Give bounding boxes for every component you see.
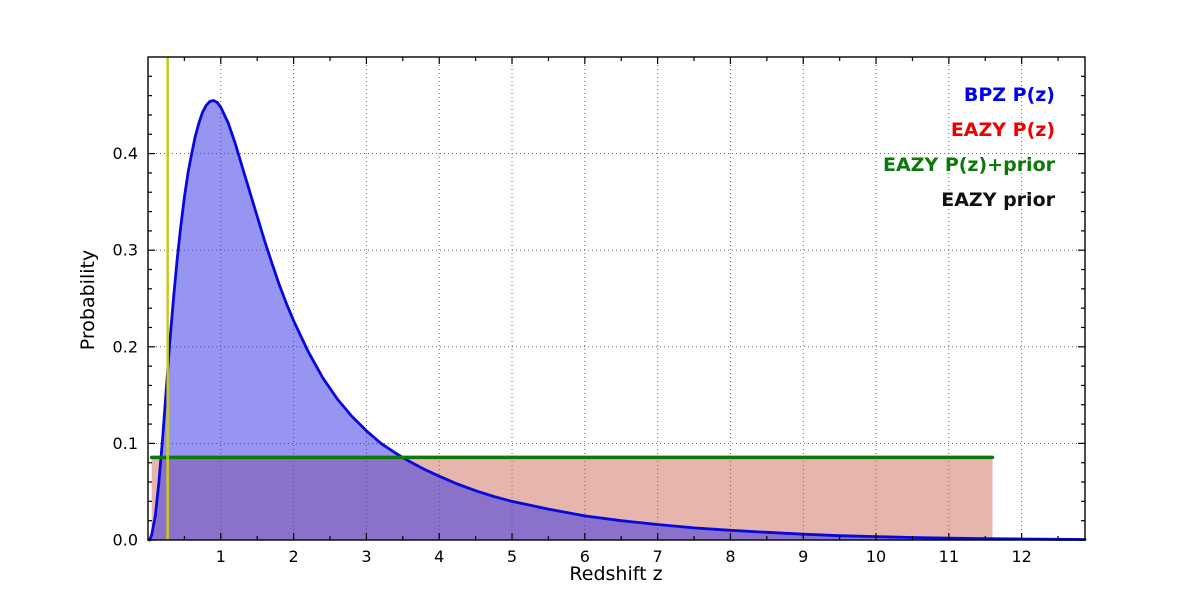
x-tick-label: 10 <box>866 547 886 566</box>
series-line-bpz-p-z- <box>148 99 1087 542</box>
y-tick-label: 0.0 <box>113 531 138 550</box>
legend-entry-bpz-pz: BPZ P(z) <box>963 84 1055 106</box>
y-tick-label: 0.3 <box>113 241 138 260</box>
legend-entry-eazy-prior: EAZY prior <box>941 189 1055 211</box>
x-tick-label: 6 <box>580 547 590 566</box>
y-tick-label: 0.2 <box>113 337 138 356</box>
x-tick-label: 1 <box>216 547 226 566</box>
legend-entry-eazy-pz-prior: EAZY P(z)+prior <box>882 154 1055 176</box>
y-tick-label: 0.1 <box>113 434 138 453</box>
x-tick-label: 8 <box>725 547 735 566</box>
x-tick-label: 11 <box>939 547 959 566</box>
x-tick-label: 12 <box>1011 547 1031 566</box>
axes-frame <box>147 56 1086 541</box>
x-tick-label: 4 <box>434 547 444 566</box>
x-tick-label: 3 <box>361 547 371 566</box>
x-tick-label: 9 <box>798 547 808 566</box>
x-axis-label: Redshift z <box>569 563 663 585</box>
x-tick-label: 5 <box>507 547 517 566</box>
legend: BPZ P(z) EAZY P(z) EAZY P(z)+prior EAZY … <box>883 78 1055 218</box>
y-tick-label: 0.4 <box>113 144 138 163</box>
series-fill-bpz-p-z- <box>149 100 1085 540</box>
legend-entry-eazy-pz: EAZY P(z) <box>950 119 1055 141</box>
x-tick-label: 2 <box>289 547 299 566</box>
x-tick-label: 7 <box>653 547 663 566</box>
y-axis-label: Probability <box>77 249 99 351</box>
